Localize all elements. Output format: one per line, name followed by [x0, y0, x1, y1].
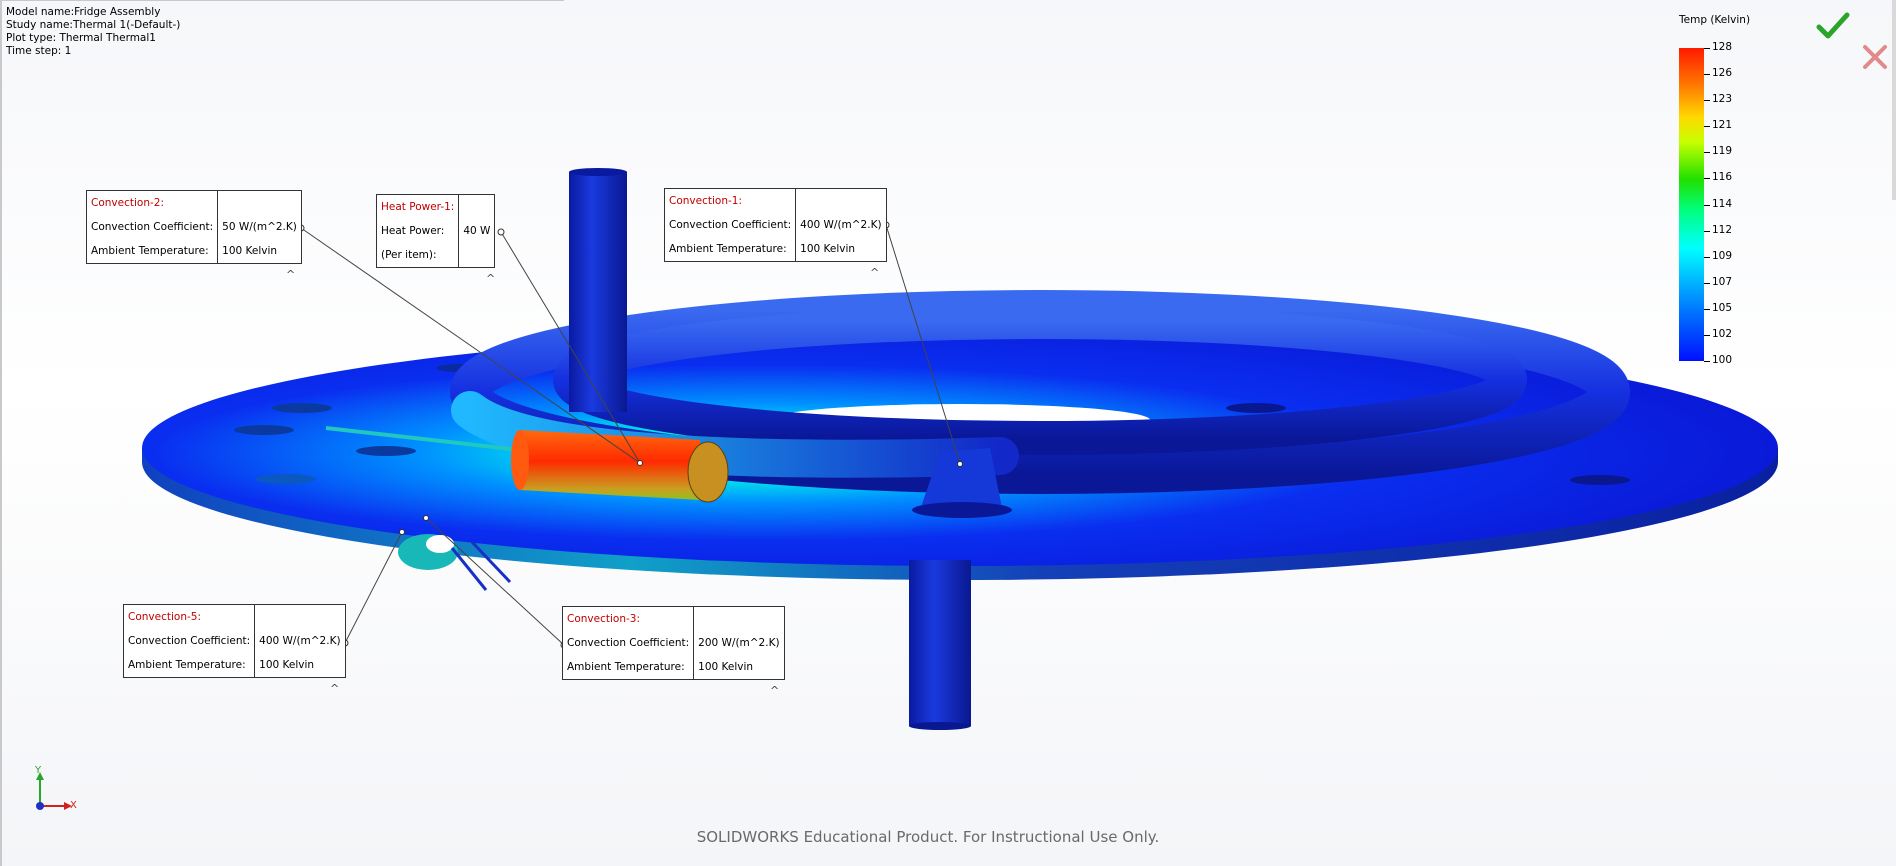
- callout-convection-3[interactable]: Convection-3: Convection Coefficient: 200…: [562, 606, 785, 680]
- callout-label: Heat Power:: [377, 219, 460, 243]
- legend-tick-mark: [1704, 126, 1710, 128]
- callout-value: [459, 243, 495, 267]
- legend-tick-mark: [1704, 152, 1710, 154]
- legend-tick-label: 112: [1712, 223, 1733, 236]
- callout-collapse-caret[interactable]: ^: [486, 272, 496, 285]
- callout-collapse-caret[interactable]: ^: [330, 682, 340, 695]
- callout-value: 50 W/(m^2.K): [222, 221, 297, 233]
- triad-y-label: Y: [35, 765, 42, 776]
- callout-value: 100 Kelvin: [259, 659, 315, 671]
- callout-label: Ambient Temperature:: [665, 237, 797, 261]
- callout-collapse-caret[interactable]: ^: [870, 266, 880, 279]
- callout-title: Heat Power-1:: [377, 195, 460, 219]
- callout-label: Ambient Temperature:: [563, 655, 695, 679]
- legend-tick-label: 128: [1712, 41, 1733, 53]
- info-frame: [0, 0, 564, 1]
- legend-tick-label: 105: [1712, 301, 1733, 314]
- legend-tick-label: 114: [1712, 197, 1733, 210]
- legend-tick-mark: [1704, 204, 1710, 206]
- callout-value: 100 Kelvin: [800, 243, 856, 255]
- callout-convection-1[interactable]: Convection-1: Convection Coefficient: 400…: [664, 188, 887, 262]
- callout-convection-2[interactable]: Convection-2: Convection Coefficient: 50 …: [86, 190, 302, 264]
- legend-tick-mark: [1704, 361, 1710, 362]
- legend-tick-label: 126: [1712, 67, 1733, 80]
- callout-label: Convection Coefficient:: [665, 213, 797, 237]
- legend-tick-mark: [1704, 308, 1710, 310]
- callout-label: (Per item):: [377, 243, 460, 267]
- legend-tick-label: 102: [1712, 327, 1733, 340]
- legend-tick-mark: [1704, 100, 1710, 102]
- callout-value: 40 W: [463, 225, 491, 237]
- legend-tick-label: 109: [1712, 249, 1733, 262]
- callout-convection-5[interactable]: Convection-5: Convection Coefficient: 400…: [123, 604, 346, 678]
- callout-label: Convection Coefficient:: [87, 215, 219, 239]
- callout-heat-power-1[interactable]: Heat Power-1: Heat Power: 40 W (Per item)…: [376, 194, 496, 268]
- callout-value: 400 W/(m^2.K): [259, 635, 341, 647]
- legend-tick-mark: [1704, 74, 1710, 76]
- ok-checkmark-icon[interactable]: [1816, 12, 1850, 40]
- callout-label: Ambient Temperature:: [124, 653, 256, 677]
- legend-tick-mark: [1704, 282, 1710, 284]
- callout-label: Convection Coefficient:: [563, 631, 695, 655]
- legend-tick-label: 100: [1712, 354, 1733, 366]
- callout-title: Convection-3:: [563, 607, 695, 631]
- legend-tick-label: 119: [1712, 145, 1733, 158]
- callout-collapse-caret[interactable]: ^: [770, 684, 780, 697]
- viewport-left-edge: [0, 0, 2, 866]
- callout-title: Convection-2:: [87, 191, 219, 215]
- callout-collapse-caret[interactable]: ^: [286, 268, 296, 281]
- study-name: Study name:Thermal 1(-Default-): [6, 19, 181, 31]
- study-info: Model name:Fridge Assembly Study name:Th…: [6, 6, 180, 58]
- temperature-color-bar: [1679, 48, 1704, 361]
- legend-tick-mark: [1704, 178, 1710, 180]
- callout-value: 200 W/(m^2.K): [698, 637, 780, 649]
- callout-label: Convection Coefficient:: [124, 629, 256, 653]
- legend-tick-mark: [1704, 48, 1710, 49]
- callout-value: 400 W/(m^2.K): [800, 219, 882, 231]
- model-name: Model name:Fridge Assembly: [6, 6, 161, 18]
- axis-triad-icon: [36, 772, 72, 810]
- cancel-x-icon[interactable]: [1862, 44, 1888, 70]
- educational-watermark: SOLIDWORKS Educational Product. For Inst…: [696, 828, 1160, 846]
- legend-tick-label: 116: [1712, 171, 1733, 184]
- callout-value: 100 Kelvin: [698, 661, 754, 673]
- legend-tick-mark: [1704, 256, 1710, 258]
- callout-label: Ambient Temperature:: [87, 239, 219, 263]
- legend-title: Temp (Kelvin): [1679, 14, 1751, 26]
- legend-tick-label: 121: [1712, 119, 1733, 132]
- plot-type: Plot type: Thermal Thermal1: [6, 32, 156, 44]
- legend-tick-mark: [1704, 230, 1710, 232]
- legend-tick-mark: [1704, 334, 1710, 336]
- callout-title: Convection-5:: [124, 605, 256, 629]
- viewport-scrollbar[interactable]: [1892, 0, 1896, 200]
- callout-title: Convection-1:: [665, 189, 797, 213]
- time-step: Time step: 1: [6, 45, 72, 57]
- triad-x-label: X: [70, 800, 77, 811]
- legend-tick-label: 123: [1712, 93, 1733, 106]
- callout-value: 100 Kelvin: [222, 245, 278, 257]
- legend-tick-label: 107: [1712, 275, 1733, 288]
